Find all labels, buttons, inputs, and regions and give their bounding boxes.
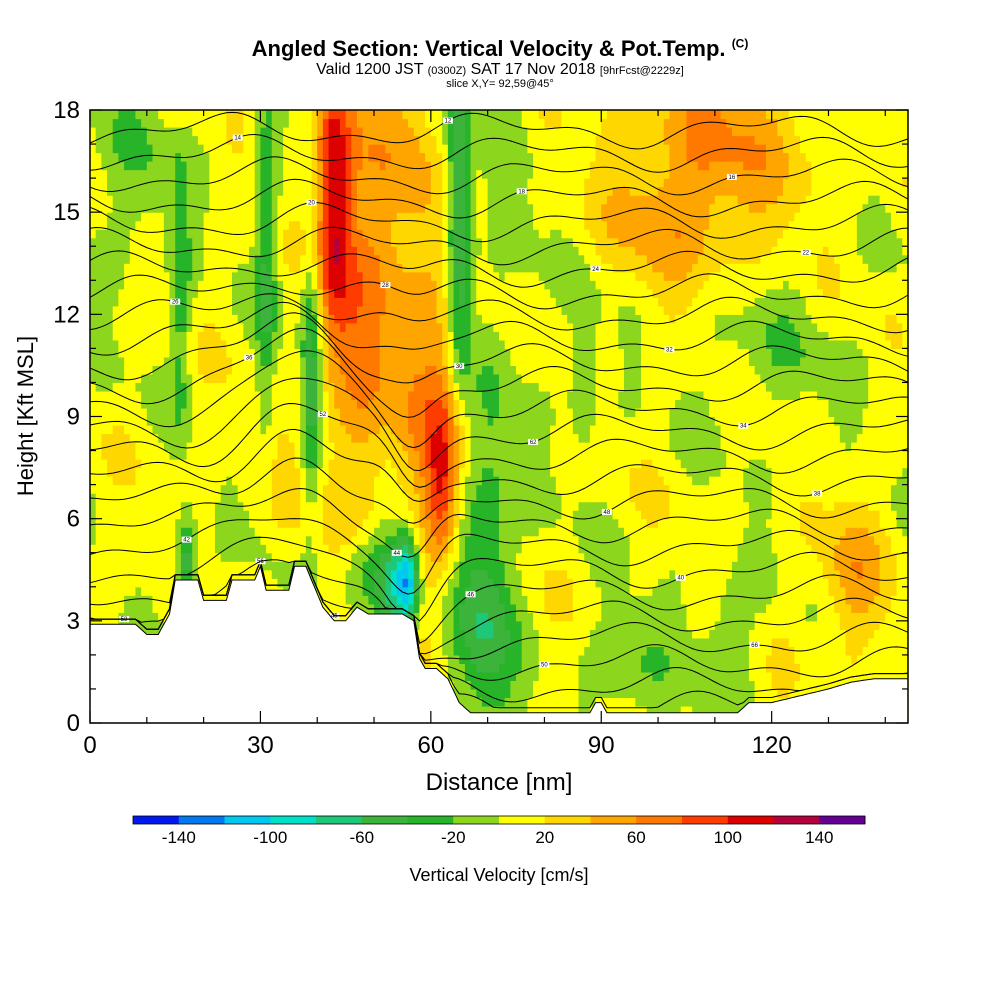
theta-contour bbox=[89, 250, 909, 288]
colorbar-tick-label: 60 bbox=[627, 828, 646, 847]
colorbar-tick-label: 140 bbox=[805, 828, 833, 847]
theta-contour-label: 38 bbox=[814, 491, 821, 497]
theta-contour-label: 45 bbox=[331, 614, 338, 620]
colorbar-tick-label: 100 bbox=[714, 828, 742, 847]
theta-contour-label: 16 bbox=[729, 175, 736, 181]
colorbar-label: Vertical Velocity [cm/s] bbox=[409, 865, 588, 885]
colorbar-swatch bbox=[773, 816, 820, 824]
y-tick-label: 0 bbox=[67, 710, 80, 737]
colorbar-swatch bbox=[819, 816, 866, 824]
y-axis-label: Height [Kft MSL] bbox=[13, 336, 38, 496]
x-axis: 0 30 60 90 120 bbox=[83, 110, 886, 759]
theta-contour bbox=[89, 559, 909, 644]
theta-contour-label: 28 bbox=[382, 283, 389, 289]
theta-contour bbox=[89, 133, 909, 173]
theta-contour bbox=[89, 293, 909, 334]
chart-subtitle: Valid 1200 JST (0300Z) SAT 17 Nov 2018 [… bbox=[316, 61, 684, 78]
x-tick-label: 90 bbox=[588, 732, 615, 759]
theta-contour-label: 14 bbox=[234, 136, 241, 142]
colorbar-swatch bbox=[453, 816, 500, 824]
theta-contour-label: 18 bbox=[518, 189, 525, 195]
y-tick-label: 18 bbox=[53, 97, 80, 124]
theta-contours: 58 45 50 66 56 46 40 42 44 48 38 52 62 34 36 30 32 26 28 24… bbox=[89, 111, 909, 709]
colorbar-tick-label: -100 bbox=[253, 828, 287, 847]
theta-contour bbox=[89, 350, 909, 449]
x-tick-label: 0 bbox=[83, 732, 96, 759]
theta-contour bbox=[89, 202, 909, 243]
terrain-shape bbox=[89, 564, 909, 724]
theta-contour-label: 24 bbox=[592, 267, 599, 273]
theta-contour-label: 26 bbox=[172, 300, 179, 306]
theta-contour bbox=[89, 273, 909, 310]
theta-contour-label: 36 bbox=[246, 355, 253, 361]
theta-contour bbox=[89, 312, 909, 384]
theta-contour bbox=[89, 327, 909, 418]
colorbar-tick-label: 20 bbox=[535, 828, 554, 847]
colorbar-swatch bbox=[499, 816, 546, 824]
colorbar-swatch bbox=[224, 816, 271, 824]
slice-caption: slice X,Y= 92,59@45° bbox=[446, 78, 554, 90]
theta-contour bbox=[89, 301, 909, 357]
colorbar-swatch bbox=[636, 816, 683, 824]
colorbar-swatch bbox=[316, 816, 363, 824]
y-tick-label: 9 bbox=[67, 404, 80, 431]
colorbar-swatch bbox=[590, 816, 637, 824]
colorbar-tick-label: -60 bbox=[350, 828, 375, 847]
terrain-mask bbox=[89, 564, 909, 724]
theta-contour-label: 62 bbox=[530, 440, 537, 446]
colorbar-swatch bbox=[270, 816, 317, 824]
y-tick-label: 12 bbox=[53, 301, 80, 328]
x-tick-label: 60 bbox=[417, 732, 444, 759]
theta-contour-label: 34 bbox=[740, 424, 747, 430]
y-tick-label: 6 bbox=[67, 506, 80, 533]
theta-contour-label: 52 bbox=[320, 412, 327, 418]
theta-contour bbox=[89, 559, 909, 655]
y-tick-label: 15 bbox=[53, 199, 80, 226]
colorbar-swatch bbox=[407, 816, 454, 824]
theta-contour-label: 50 bbox=[541, 663, 548, 669]
theta-contour bbox=[89, 402, 909, 488]
x-axis-label: Distance [nm] bbox=[426, 769, 573, 796]
theta-contour bbox=[89, 226, 909, 266]
theta-contour-label: 32 bbox=[666, 348, 673, 354]
chart-title: Angled Section: Vertical Velocity & Pot.… bbox=[251, 36, 749, 61]
theta-contour bbox=[89, 156, 909, 196]
colorbar-tick-label: -20 bbox=[441, 828, 466, 847]
x-tick-label: 30 bbox=[247, 732, 274, 759]
theta-contour-label: 56 bbox=[257, 559, 264, 565]
theta-contour-label: 66 bbox=[751, 643, 758, 649]
y-tick-label: 3 bbox=[67, 608, 80, 635]
colorbar-frame bbox=[132, 815, 866, 825]
theta-contour-label: 30 bbox=[456, 364, 463, 370]
colorbar-tick-label: -140 bbox=[162, 828, 196, 847]
colorbar-swatch bbox=[133, 816, 180, 824]
theta-contour-label: 12 bbox=[445, 119, 452, 125]
theta-contour bbox=[89, 487, 909, 558]
colorbar-swatch bbox=[361, 816, 408, 824]
theta-contour bbox=[89, 536, 909, 622]
theta-contour-label: 22 bbox=[802, 251, 809, 257]
colorbar-swatch bbox=[727, 816, 774, 824]
colorbar-swatch bbox=[178, 816, 225, 824]
theta-contour bbox=[89, 111, 909, 150]
theta-contour bbox=[89, 377, 909, 472]
theta-contour-label: 44 bbox=[393, 551, 400, 557]
theta-contour-label: 48 bbox=[604, 510, 611, 516]
theta-contour-label: 42 bbox=[183, 538, 190, 544]
colorbar-swatch bbox=[682, 816, 729, 824]
theta-contour-label: 58 bbox=[121, 617, 128, 623]
theta-contour-label: 40 bbox=[677, 576, 684, 582]
theta-contour bbox=[89, 428, 909, 503]
colorbar-swatch bbox=[544, 816, 591, 824]
theta-contour bbox=[89, 518, 909, 595]
x-tick-label: 120 bbox=[752, 732, 792, 759]
theta-contour-label: 20 bbox=[308, 201, 315, 207]
theta-contour bbox=[89, 457, 909, 524]
colorbar: -140 -100 -60 -20 20 60 100 140 bbox=[132, 815, 866, 847]
theta-contour-label: 46 bbox=[467, 592, 474, 598]
theta-contour bbox=[89, 178, 909, 219]
